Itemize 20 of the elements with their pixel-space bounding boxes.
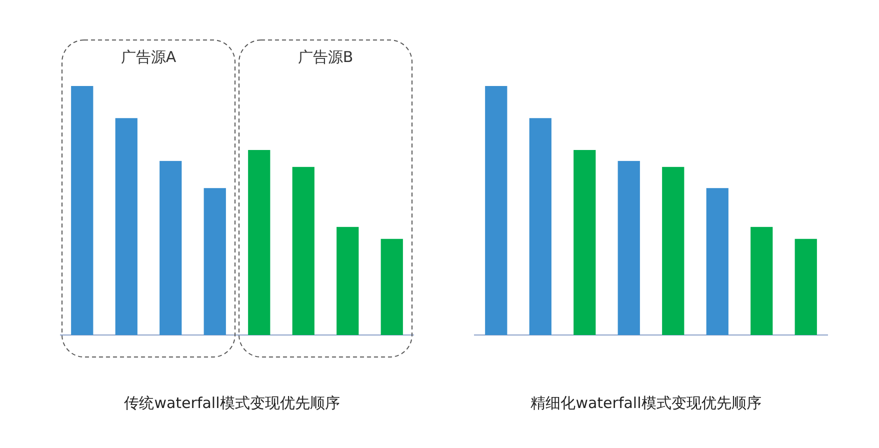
- bar: [750, 226, 773, 335]
- bar: [71, 86, 94, 335]
- text: 精细化waterfall模式变现优先顺序: [530, 394, 762, 412]
- bar: [380, 238, 403, 335]
- bar: [794, 238, 817, 335]
- bar: [662, 166, 684, 335]
- bar: [574, 150, 596, 335]
- bar: [160, 160, 182, 335]
- bar: [204, 188, 226, 335]
- text: 广告源A: [120, 48, 177, 66]
- text: 广告源B: [298, 48, 354, 66]
- bar: [529, 118, 552, 335]
- bar: [336, 226, 359, 335]
- bar: [618, 160, 640, 335]
- bar: [115, 118, 138, 335]
- bar: [248, 150, 270, 335]
- bar: [706, 188, 728, 335]
- text: 传统waterfall模式变现优先顺序: [124, 394, 340, 412]
- bar: [292, 166, 314, 335]
- bar: [485, 86, 508, 335]
